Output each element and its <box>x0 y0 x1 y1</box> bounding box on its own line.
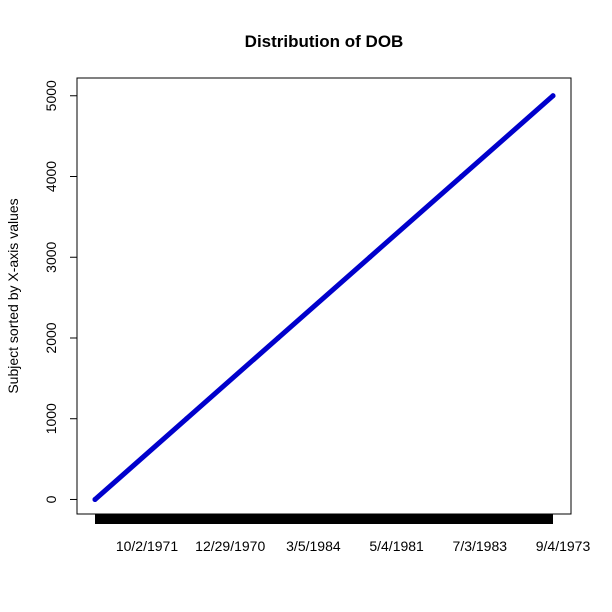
series-line <box>92 93 556 502</box>
series-point <box>275 335 281 341</box>
x-axis: 10/2/1971 12/29/1970 3/5/1984 5/4/1981 7/3/1… <box>116 538 591 554</box>
x-tick-label: 7/3/1983 <box>453 538 508 554</box>
y-tick-label: 2000 <box>43 322 59 353</box>
y-axis-label: Subject sorted by X-axis values <box>5 198 21 393</box>
y-tick-label: 4000 <box>43 161 59 192</box>
y-axis: 0 1000 2000 3000 4000 5000 <box>43 80 78 503</box>
y-tick-label: 1000 <box>43 403 59 434</box>
series-point <box>367 254 373 260</box>
x-tick-label: 10/2/1971 <box>116 538 178 554</box>
x-tick-label: 9/4/1973 <box>536 538 591 554</box>
chart-title: Distribution of DOB <box>245 32 404 51</box>
x-tick-label: 5/4/1981 <box>369 538 424 554</box>
x-tick-label: 12/29/1970 <box>195 538 265 554</box>
series <box>92 93 556 502</box>
series-point <box>458 174 464 180</box>
rug <box>95 514 553 524</box>
series-point <box>184 416 190 422</box>
series-point <box>92 496 98 502</box>
y-tick-label: 3000 <box>43 241 59 272</box>
y-tick-label: 5000 <box>43 80 59 111</box>
series-point <box>550 93 556 99</box>
x-rug-band <box>95 514 553 524</box>
y-tick-label: 0 <box>43 495 59 503</box>
x-tick-label: 3/5/1984 <box>286 538 341 554</box>
